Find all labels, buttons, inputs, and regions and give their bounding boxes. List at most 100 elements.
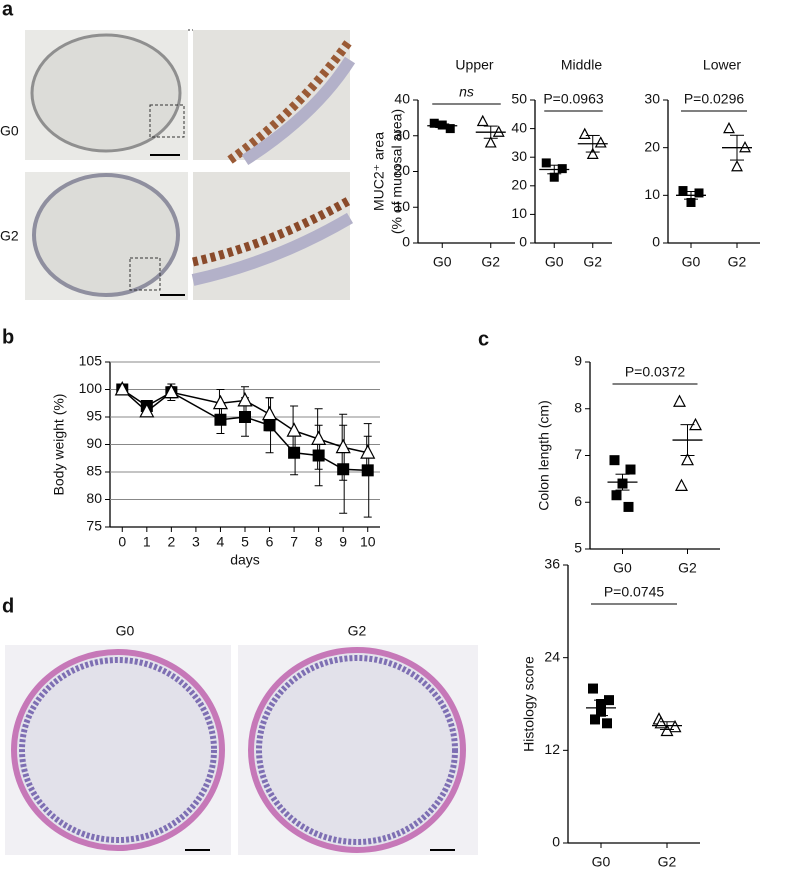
y-tick-label: 12 <box>544 741 560 757</box>
marker-triangle <box>261 405 278 421</box>
x-axis-label: days <box>230 552 260 568</box>
y-tick-label: 0 <box>652 234 660 250</box>
annotation: P=0.0745 <box>604 584 665 600</box>
chart-title: Lower <box>703 57 741 73</box>
marker-square <box>263 419 276 432</box>
x-tick-label: 5 <box>241 534 249 550</box>
y-tick-label: 95 <box>86 408 102 424</box>
image-label: G2 <box>0 228 19 244</box>
series-line <box>121 388 368 454</box>
y-tick-label: 0 <box>519 234 527 250</box>
annotation: ns <box>459 84 474 100</box>
marker-square <box>623 501 634 512</box>
marker-square <box>611 490 622 501</box>
x-tick-label: 1 <box>143 534 151 550</box>
y-axis-label: Body weight (%) <box>51 394 67 496</box>
image-label: G0 <box>116 623 135 639</box>
y-tick-label: 30 <box>394 126 410 142</box>
x-tick-label: G2 <box>583 254 602 270</box>
y-tick-label: 20 <box>644 138 660 154</box>
marker-square <box>312 449 325 462</box>
y-tick-label: 100 <box>79 380 103 396</box>
x-tick-label: G2 <box>728 254 747 270</box>
y-axis-label: Colon length (cm) <box>536 400 552 511</box>
x-tick-label: G0 <box>613 560 632 576</box>
marker-triangle <box>578 127 591 139</box>
y-tick-label: 7 <box>574 446 582 462</box>
marker-square <box>557 164 567 174</box>
micrograph-group: G0 G2 <box>0 29 356 300</box>
y-tick-label: 85 <box>86 463 102 479</box>
y-tick-label: 30 <box>511 148 527 164</box>
marker-triangle <box>237 392 253 407</box>
tissue-edge <box>192 196 353 267</box>
marker-triangle <box>163 383 179 399</box>
y-tick-label: 75 <box>86 518 102 534</box>
marker-triangle <box>360 444 376 459</box>
y-tick-label: 30 <box>644 91 660 107</box>
marker-square <box>445 124 455 134</box>
y-tick-label: 105 <box>79 353 103 369</box>
panel-letter: b <box>2 326 14 348</box>
marker-square <box>361 464 374 477</box>
marker-triangle <box>114 381 130 396</box>
y-tick-label: 10 <box>511 205 527 221</box>
image-label: G0 <box>0 123 19 139</box>
tissue-edge <box>227 37 354 164</box>
marker-square <box>602 718 612 729</box>
marker-triangle <box>286 422 302 437</box>
x-tick-label: 9 <box>339 534 347 550</box>
tissue <box>32 173 180 297</box>
marker-square <box>588 683 598 694</box>
marker-square <box>239 411 251 423</box>
tissue <box>30 33 182 153</box>
y-tick-label: 10 <box>394 198 410 214</box>
y-tick-label: 20 <box>394 162 410 178</box>
marker-triangle <box>492 125 505 137</box>
x-tick-label: 2 <box>167 534 175 550</box>
marker-triangle <box>673 394 686 407</box>
marker-square <box>686 197 696 207</box>
chart-title: Upper <box>455 57 493 73</box>
y-tick-label: 9 <box>574 353 582 369</box>
x-tick-label: 8 <box>315 534 323 550</box>
y-tick-label: 40 <box>511 119 527 135</box>
y-tick-label: 0 <box>552 834 560 850</box>
marker-triangle <box>668 719 682 733</box>
tissue-edge <box>191 212 354 286</box>
marker-square <box>288 446 301 459</box>
tissue <box>256 655 458 845</box>
x-tick-label: G2 <box>678 560 697 576</box>
marker-square <box>590 714 600 725</box>
y-tick-label: 0 <box>402 234 410 250</box>
tissue <box>19 657 217 843</box>
image-label: G2 <box>348 623 367 639</box>
tissue-edge <box>241 56 356 166</box>
x-tick-label: 10 <box>360 534 376 550</box>
marker-triangle <box>586 147 599 159</box>
marker-triangle <box>681 452 694 466</box>
marker-triangle <box>335 438 351 454</box>
y-axis-label: (% of mucosal area) <box>389 109 405 234</box>
marker-triangle <box>739 140 751 153</box>
marker-square <box>625 464 636 475</box>
x-tick-label: G0 <box>433 254 452 270</box>
marker-square <box>678 186 688 196</box>
zoom-box <box>129 257 161 291</box>
marker-square <box>337 463 350 476</box>
annotation: P=0.0296 <box>684 91 745 107</box>
y-tick-label: 36 <box>544 556 560 572</box>
annotation: P=0.0963 <box>543 91 604 107</box>
marker-square <box>609 455 620 466</box>
marker-triangle <box>311 430 327 445</box>
y-axis-label: MUC2⁺ area <box>371 132 387 211</box>
x-tick-label: G0 <box>682 254 701 270</box>
panel-letter: c <box>478 328 489 350</box>
y-tick-label: 90 <box>86 435 102 451</box>
y-tick-label: 10 <box>644 186 660 202</box>
marker-square <box>549 172 559 182</box>
y-tick-label: 20 <box>511 177 527 193</box>
micrograph-group: G0 G2 <box>5 623 478 855</box>
chart-title: Middle <box>561 57 602 73</box>
